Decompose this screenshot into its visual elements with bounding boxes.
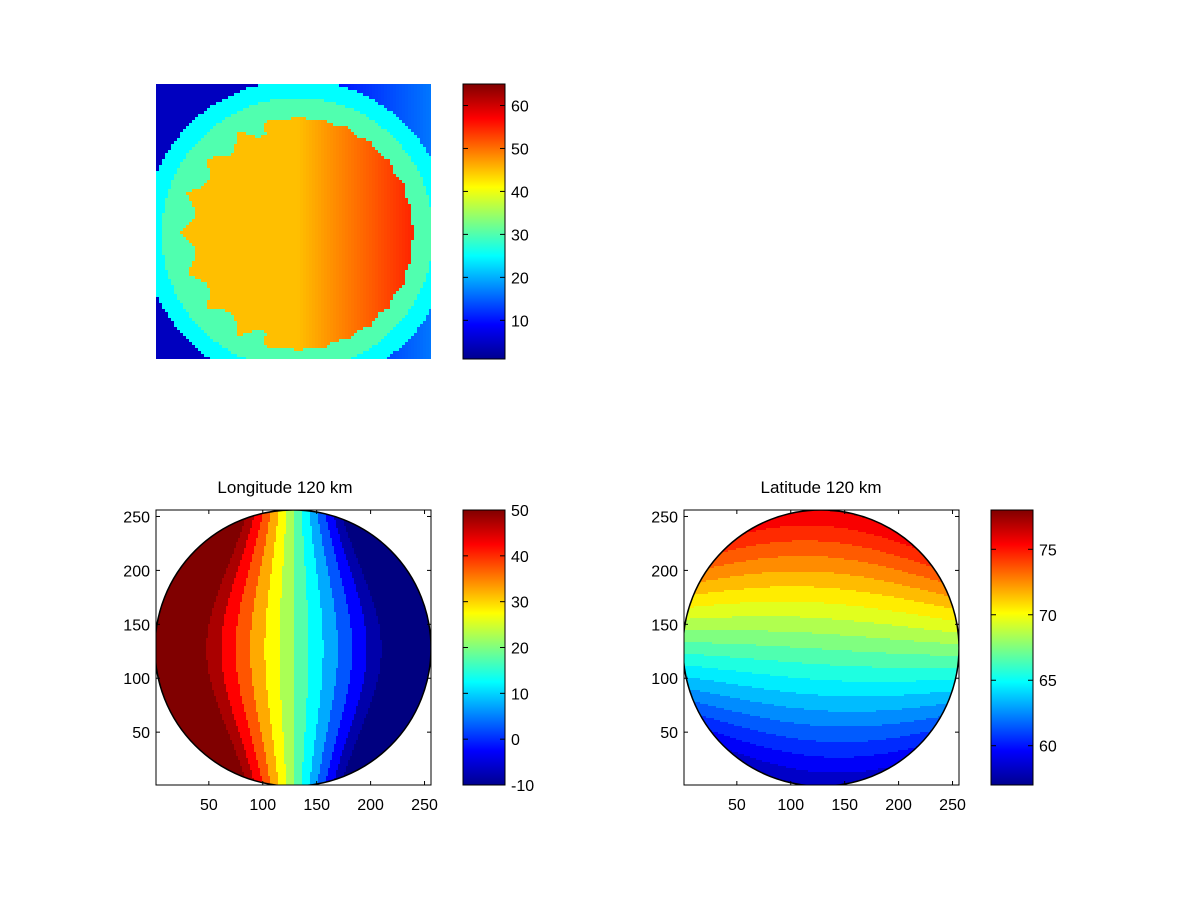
latitude-ytick-label: 200 xyxy=(651,563,678,580)
longitude-xtick-label: 100 xyxy=(249,797,276,814)
intensity-colorbar-gradient xyxy=(462,83,506,360)
longitude-ytick-label: 100 xyxy=(123,671,150,688)
latitude-xtick-label: 150 xyxy=(831,797,858,814)
latitude-panel: Latitude 120 km 50 100 150 200 250 50 100 150 20… xyxy=(651,478,966,814)
intensity-image-panel xyxy=(156,84,431,359)
intensity-colorbar-tick-label: 20 xyxy=(511,270,529,287)
latitude-colorbar-tick-label: 75 xyxy=(1039,542,1057,559)
longitude-ytick-label: 50 xyxy=(132,725,150,742)
longitude-xtick-label: 50 xyxy=(200,797,218,814)
latitude-ytick-label: 100 xyxy=(651,671,678,688)
latitude-contour-field xyxy=(684,510,959,785)
longitude-xtick-label: 150 xyxy=(303,797,330,814)
intensity-colorbar: 10 20 30 40 50 60 xyxy=(462,83,529,360)
intensity-image xyxy=(156,84,431,359)
intensity-colorbar-tick-label: 60 xyxy=(511,98,529,115)
latitude-colorbar-gradient xyxy=(990,509,1034,786)
latitude-title: Latitude 120 km xyxy=(761,478,882,497)
latitude-colorbar-tick-label: 65 xyxy=(1039,673,1057,690)
longitude-xtick-label: 200 xyxy=(357,797,384,814)
latitude-ytick-label: 250 xyxy=(651,509,678,526)
longitude-contour-field xyxy=(156,510,431,785)
longitude-title: Longitude 120 km xyxy=(217,478,352,497)
longitude-ytick-label: 200 xyxy=(123,563,150,580)
intensity-colorbar-tick-label: 40 xyxy=(511,184,529,201)
longitude-ticks: 50 100 150 200 250 50 100 150 200 250 xyxy=(123,509,438,814)
latitude-colorbar-tick-label: 70 xyxy=(1039,608,1057,625)
longitude-colorbar-tick-label: 20 xyxy=(511,641,529,658)
longitude-colorbar: -10 0 10 20 30 40 50 xyxy=(462,503,534,795)
longitude-colorbar-tick-label: -10 xyxy=(511,778,534,795)
latitude-ytick-label: 150 xyxy=(651,617,678,634)
longitude-colorbar-tick-label: 10 xyxy=(511,686,529,703)
intensity-colorbar-tick-label: 10 xyxy=(511,313,529,330)
latitude-ticks: 50 100 150 200 250 50 100 150 200 250 xyxy=(651,509,966,814)
longitude-colorbar-tick-label: 40 xyxy=(511,549,529,566)
latitude-colorbar: 60 65 70 75 xyxy=(990,509,1057,786)
latitude-ytick-label: 50 xyxy=(660,725,678,742)
longitude-axes-box xyxy=(155,509,432,786)
latitude-colorbar-tick-label: 60 xyxy=(1039,739,1057,756)
latitude-xtick-label: 50 xyxy=(728,797,746,814)
longitude-colorbar-tick-label: 50 xyxy=(511,503,529,520)
intensity-colorbar-tick-label: 30 xyxy=(511,227,529,244)
longitude-panel: Longitude 120 km 50 100 150 200 250 50 100 150 2… xyxy=(123,478,438,814)
longitude-ytick-label: 250 xyxy=(123,509,150,526)
longitude-colorbar-gradient xyxy=(462,509,506,786)
intensity-colorbar-tick-label: 50 xyxy=(511,141,529,158)
longitude-ytick-label: 150 xyxy=(123,617,150,634)
longitude-colorbar-tick-label: 30 xyxy=(511,595,529,612)
latitude-xtick-label: 100 xyxy=(777,797,804,814)
latitude-xtick-label: 200 xyxy=(885,797,912,814)
longitude-colorbar-tick-label: 0 xyxy=(511,732,520,749)
latitude-axes-box xyxy=(683,509,960,786)
longitude-xtick-label: 250 xyxy=(411,797,438,814)
latitude-xtick-label: 250 xyxy=(939,797,966,814)
